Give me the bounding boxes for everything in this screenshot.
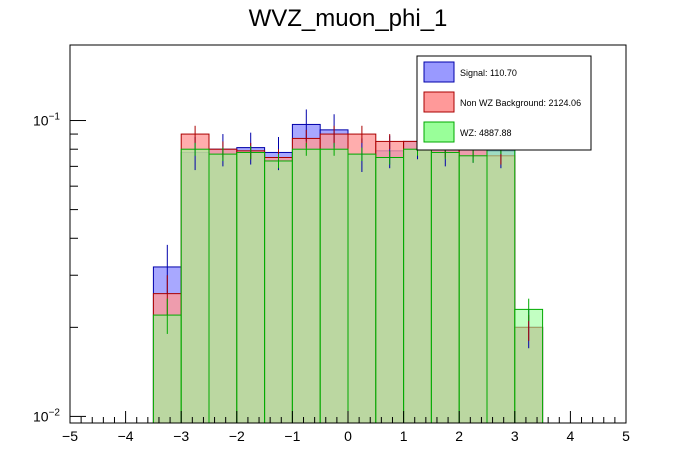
x-tick-label: 5 — [622, 428, 630, 444]
legend-swatch — [423, 121, 455, 143]
axes-layer: −5 −4 −3 −2 −1 0 1 2 3 4 5 10−2 10−1 — [33, 112, 630, 444]
y-tick-label: 10−1 — [33, 112, 60, 129]
bar — [319, 148, 349, 424]
x-tick-label: 1 — [400, 428, 408, 444]
x-tick-label: 3 — [511, 428, 519, 444]
x-tick-label: 0 — [344, 428, 352, 444]
x-tick-label: −5 — [62, 428, 78, 444]
legend-label: Non WZ Background: 2124.06 — [460, 98, 581, 108]
bars-layer — [152, 123, 544, 424]
bar — [208, 153, 238, 424]
legend-swatch — [423, 61, 455, 83]
bar — [430, 151, 460, 424]
x-tick-label: −1 — [284, 428, 300, 444]
series-wz — [152, 147, 544, 424]
bar — [403, 148, 432, 424]
bar — [291, 148, 321, 424]
bar — [458, 155, 488, 424]
bar — [264, 160, 293, 424]
legend-label: Signal: 110.70 — [460, 68, 517, 78]
y-tick-label: 10−2 — [33, 407, 60, 424]
x-tick-label: −4 — [118, 428, 134, 444]
bar — [486, 147, 516, 424]
bar — [375, 156, 405, 424]
x-tick-label: −3 — [173, 428, 189, 444]
legend-swatch — [423, 91, 455, 113]
legend: Signal: 110.70 Non WZ Background: 2124.06… — [416, 55, 592, 151]
x-tick-label: 2 — [455, 428, 463, 444]
bar — [180, 148, 210, 424]
legend-label: WZ: 4887.88 — [460, 128, 512, 138]
errors-wz — [166, 141, 530, 334]
chart-title: WVZ_muon_phi_1 — [249, 5, 448, 32]
x-tick-label: 4 — [567, 428, 575, 444]
bar — [236, 151, 266, 424]
bar — [347, 153, 377, 424]
x-tick-label: −2 — [229, 428, 245, 444]
